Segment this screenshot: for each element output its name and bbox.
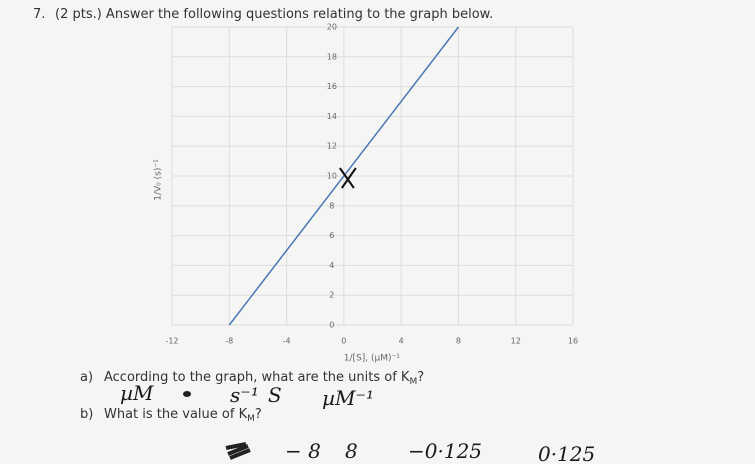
x-tick-label: -4	[283, 337, 291, 346]
scribble	[183, 391, 191, 397]
part-a-question: a) According to the graph, what are the u…	[80, 370, 424, 387]
question-end: ?	[417, 370, 424, 385]
x-tick-label: 0	[341, 337, 346, 346]
subscript: M	[247, 414, 255, 424]
question-end: ?	[255, 407, 262, 422]
part-b-question: b) What is the value of KM?	[80, 407, 262, 424]
question-number: 7.	[33, 7, 45, 22]
x-tick-label: 4	[399, 337, 404, 346]
y-tick-label: 12	[327, 142, 337, 151]
x-tick-label: 16	[568, 337, 578, 346]
y-tick-label: 6	[329, 231, 334, 240]
x-tick-label: 8	[456, 337, 461, 346]
x-axis-label: 1/[S], (µM)⁻¹	[344, 354, 400, 364]
handwritten-answer: µM⁻¹	[322, 386, 374, 410]
handwritten-answer: S	[268, 383, 282, 407]
part-label: a)	[80, 370, 93, 385]
handwritten-answer: 0·125	[538, 442, 595, 464]
handwritten-answer: 8	[345, 439, 358, 463]
y-tick-label: 18	[327, 52, 337, 61]
x-tick-label: -12	[165, 337, 178, 346]
handwritten-answer: − 8	[285, 439, 321, 463]
question-text: What is the value of K	[104, 407, 248, 422]
x-tick-label: 12	[511, 337, 521, 346]
scribble	[225, 442, 251, 460]
y-tick-label: 2	[329, 291, 334, 300]
chart: -12 -8 -4 0 4 8 12 16 0 2 4 6 8 10 12 14 16 18 20 1/[S], (µ…	[154, 23, 579, 364]
y-tick-label: 20	[327, 23, 337, 32]
y-tick-label: 14	[327, 112, 337, 121]
handwritten-answer: −0·125	[408, 439, 482, 463]
y-tick-label: 16	[327, 82, 337, 91]
y-axis-label: 1/V₀ (s)⁻¹	[154, 159, 164, 201]
y-tick-label: 4	[329, 261, 334, 270]
x-tick-label: -8	[225, 337, 233, 346]
y-tick-label: 0	[329, 321, 334, 330]
subscript: M	[409, 377, 417, 387]
handwritten-answer: µM	[120, 381, 154, 405]
data-line	[228, 26, 460, 326]
y-tick-label: 8	[329, 201, 334, 210]
handwritten-answer: s⁻¹	[230, 383, 259, 407]
question-text: (2 pts.) Answer the following questions …	[55, 7, 493, 22]
handwritten-x	[339, 167, 357, 189]
part-label: b)	[80, 407, 93, 422]
question-text: According to the graph, what are the uni…	[104, 370, 410, 385]
y-tick-label: 10	[327, 172, 337, 181]
